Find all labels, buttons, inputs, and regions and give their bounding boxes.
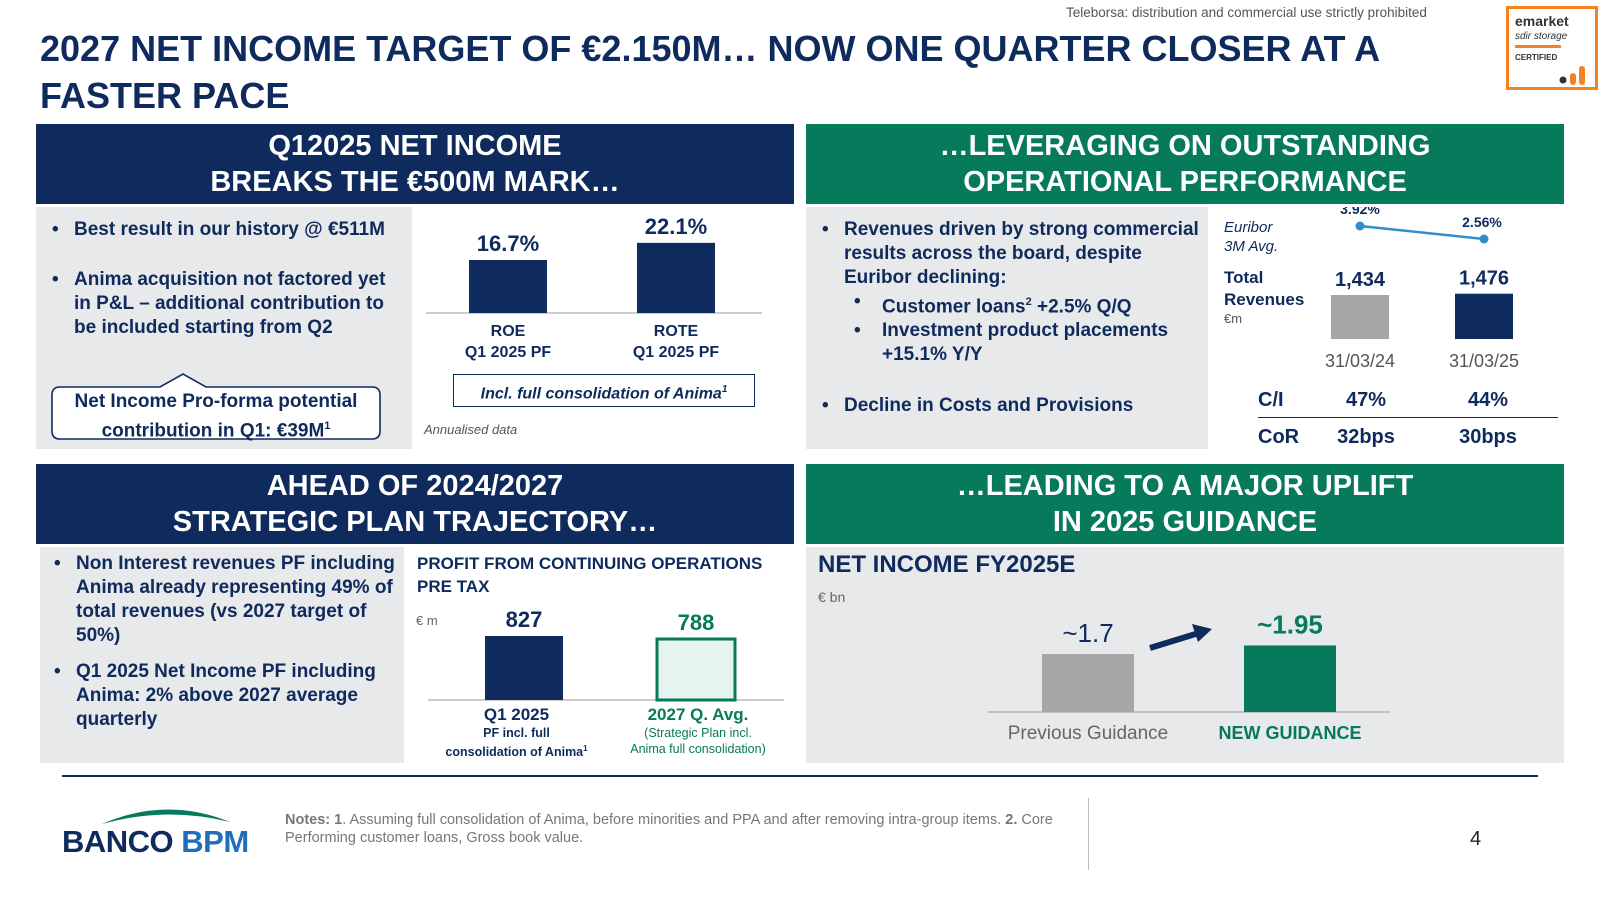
guidance-tick-0: Previous Guidance [1008, 723, 1169, 744]
footer-vertical-divider [1088, 798, 1089, 870]
guidance-header-line2: IN 2025 GUIDANCE [1052, 506, 1318, 538]
plan-header-line1: AHEAD OF 2024/2027 [266, 470, 564, 502]
callout-line1: Net Income Pro-forma potential [74, 391, 358, 412]
ops-bullets: Revenues driven by strong commercial res… [820, 218, 1200, 418]
plan-header-line2: STRATEGIC PLAN TRAJECTORY… [172, 506, 658, 538]
revenue-bar-1 [1455, 293, 1513, 339]
bar-rote [637, 242, 715, 313]
data-label-roe: 16.7% [477, 231, 539, 256]
banco-bpm-logo: BANCO BPM [62, 809, 249, 859]
guidance-unit: € bn [818, 589, 846, 605]
ops-panel-header: …LEVERAGING ON OUTSTANDING OPERATIONAL P… [806, 124, 1564, 204]
profit-bar-q1 [485, 636, 563, 700]
guidance-panel-header: …LEADING TO A MAJOR UPLIFT IN 2025 GUIDA… [806, 464, 1564, 544]
revenue-label-0: 1,434 [1335, 269, 1386, 291]
euribor-point-0 [1355, 221, 1365, 231]
tick-label-roe-1: Q1 2025 PF [465, 344, 552, 361]
tick-label-roe-0: ROE [491, 323, 526, 340]
guidance-panel [806, 547, 1564, 763]
plan-cat1: Q1 2025 PF incl. full consolidation of A… [445, 705, 588, 760]
euribor-point-1 [1479, 234, 1489, 244]
revenues-chart: 1,434 31/03/24 1,476 31/03/25 3.92% 2.56% [1325, 207, 1519, 371]
profit-label-1: 788 [678, 610, 715, 635]
kpi-row-cor: CoR 32bps 30bps [1258, 425, 1517, 448]
badge-divider [1515, 45, 1561, 48]
euribor-label-0: 3.92% [1340, 207, 1380, 217]
uplift-arrow-shaft [1149, 629, 1203, 651]
guidance-label-0: ~1.7 [1062, 618, 1113, 648]
profit-bar-2027 [655, 637, 737, 702]
incl-consolidation-note: Incl. full consolidation of Anima1 [453, 374, 755, 407]
badge-bars-icon [1559, 66, 1585, 85]
revenue-label-1: 1,476 [1459, 268, 1509, 290]
callout-line2: contribution in Q1: €39M1 [101, 420, 331, 442]
plan-panel-header: AHEAD OF 2024/2027 STRATEGIC PLAN TRAJEC… [36, 464, 794, 544]
revenue-bar-0 [1331, 295, 1389, 339]
ops-header-line1: …LEVERAGING ON OUTSTANDING [939, 130, 1431, 162]
ops-sub-bullet-1: Customer loans2 +2.5% Q/Q [852, 290, 1200, 319]
badge-line3: CERTIFIED [1515, 53, 1558, 62]
kpi-table: C/I 47% 44% CoR 32bps 30bps [1258, 383, 1558, 456]
euribor-label: Euribor 3M Avg. [1224, 219, 1279, 255]
q1-bullet-1: Best result in our history @ €511M [50, 218, 400, 242]
plan-bullet-2: Q1 2025 Net Income PF including Anima: 2… [52, 660, 404, 732]
q1-callout-text: Net Income Pro-forma potential contribut… [52, 390, 380, 443]
badge-line2: sdir storage [1515, 31, 1568, 42]
euribor-line [1359, 224, 1485, 241]
ops-sub-bullet-2: Investment product placements +15.1% Y/Y [852, 319, 1200, 367]
plan-cat2: 2027 Q. Avg. (Strategic Plan incl. Anima… [630, 705, 766, 756]
guidance-bar-0 [1042, 654, 1134, 712]
q1-panel-header: Q12025 NET INCOME BREAKS THE €500M MARK… [36, 124, 794, 204]
q1-header-line1: Q12025 NET INCOME [268, 130, 562, 162]
profit-chart: 827 788 [428, 607, 784, 702]
badge-line1: emarket [1515, 13, 1569, 29]
tick-label-rote-0: ROTE [654, 323, 699, 340]
bar-roe [469, 260, 547, 313]
page-number: 4 [1470, 828, 1482, 850]
ops-bullet-1: Revenues driven by strong commercial res… [820, 218, 1200, 290]
guidance-label-1: ~1.95 [1257, 609, 1323, 639]
date-tick-1: 31/03/25 [1449, 351, 1519, 371]
uplift-arrow-head [1192, 624, 1212, 642]
data-label-rote: 22.1% [645, 214, 707, 239]
q1-bullet-2: Anima acquisition not factored yet in P&… [50, 268, 400, 340]
plan-unit: € m [416, 613, 438, 628]
guidance-bar-1 [1244, 645, 1336, 712]
tick-label-rote-1: Q1 2025 PF [633, 344, 720, 361]
kpi-row-ci: C/I 47% 44% [1258, 383, 1558, 418]
plan-bullet-1: Non Interest revenues PF including Anima… [52, 552, 404, 648]
ops-header-line2: OPERATIONAL PERFORMANCE [963, 166, 1407, 198]
disclaimer: Teleborsa: distribution and commercial u… [1066, 5, 1427, 20]
euribor-label-1: 2.56% [1462, 214, 1502, 230]
svg-text:BANCO BPM: BANCO BPM [62, 824, 249, 859]
emarket-badge: emarket sdir storage CERTIFIED [1506, 6, 1598, 90]
plan-chart-title: PROFIT FROM CONTINUING OPERATIONS PRE TA… [417, 554, 763, 596]
ops-bullet-2: Decline in Costs and Provisions [820, 394, 1200, 418]
guidance-tick-1: NEW GUIDANCE [1219, 723, 1362, 743]
page-title: 2027 NET INCOME TARGET OF €2.150M… NOW O… [40, 28, 1379, 116]
date-tick-0: 31/03/24 [1325, 351, 1395, 371]
guidance-chart-title: NET INCOME FY2025E [818, 551, 1076, 578]
q1-bullets: Best result in our history @ €511M Anima… [50, 218, 400, 340]
footer-notes: Notes: 1. Assuming full consolidation of… [285, 812, 1053, 846]
q1-callout-box [51, 373, 381, 440]
q1-header-line2: BREAKS THE €500M MARK… [210, 166, 620, 198]
annualised-note: Annualised data [424, 422, 518, 437]
revenues-label: Total Revenues €m [1224, 268, 1305, 326]
roe-rote-chart: 16.7% ROE Q1 2025 PF 22.1% ROTE Q1 2025 PF [426, 214, 762, 361]
guidance-chart: ~1.7 Previous Guidance ~1.95 NEW GUIDANCE [988, 609, 1390, 744]
footer-divider [62, 775, 1538, 777]
plan-bullets: Non Interest revenues PF including Anima… [52, 552, 404, 732]
profit-label-0: 827 [506, 607, 543, 632]
guidance-header-line1: …LEADING TO A MAJOR UPLIFT [956, 470, 1414, 502]
